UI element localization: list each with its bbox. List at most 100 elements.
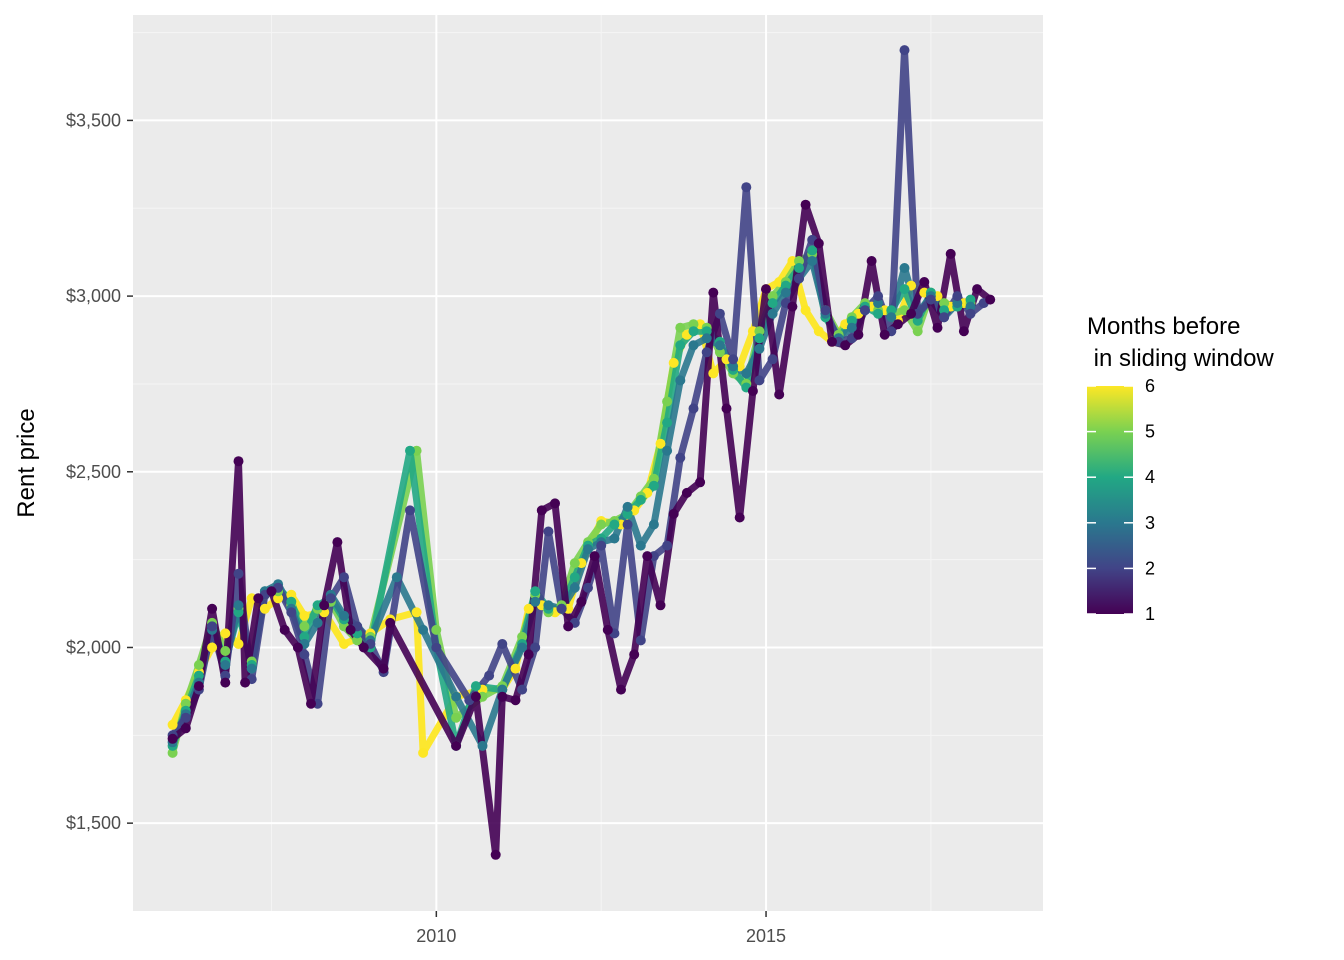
data-point-window-4 bbox=[899, 284, 910, 295]
data-point-window-4 bbox=[193, 670, 204, 681]
data-point-window-3 bbox=[312, 617, 323, 628]
data-point-window-5 bbox=[939, 298, 950, 309]
grid-lines bbox=[133, 15, 1043, 911]
data-point-window-2 bbox=[596, 540, 607, 551]
data-point-window-1 bbox=[945, 248, 956, 259]
data-point-window-6 bbox=[668, 357, 679, 368]
data-point-window-1 bbox=[253, 593, 264, 604]
data-point-window-4 bbox=[767, 298, 778, 309]
data-point-window-1 bbox=[497, 691, 508, 702]
data-point-window-5 bbox=[648, 473, 659, 484]
data-point-window-1 bbox=[866, 256, 877, 266]
data-point-window-4 bbox=[939, 305, 950, 316]
data-point-window-3 bbox=[635, 540, 646, 551]
data-point-window-1 bbox=[510, 695, 521, 706]
legend: Months before in sliding window 1 2 3 4 5 6 bbox=[1087, 313, 1274, 624]
data-point-window-2 bbox=[662, 540, 673, 551]
data-point-window-2 bbox=[873, 291, 884, 302]
data-point-window-1 bbox=[629, 649, 640, 660]
data-point-window-1 bbox=[345, 624, 356, 635]
data-point-window-2 bbox=[820, 305, 831, 316]
data-point-window-4 bbox=[405, 445, 415, 456]
data-point-window-3 bbox=[583, 544, 593, 555]
data-point-window-6 bbox=[523, 603, 534, 614]
data-point-window-5 bbox=[517, 631, 528, 642]
data-point-window-2 bbox=[286, 607, 297, 618]
data-point-window-1 bbox=[972, 284, 983, 295]
data-point-window-6 bbox=[800, 305, 811, 316]
plot-panel bbox=[133, 15, 1043, 911]
data-point-window-6 bbox=[299, 610, 310, 621]
data-point-window-2 bbox=[675, 452, 686, 463]
data-point-window-1 bbox=[813, 238, 824, 249]
data-point-window-6 bbox=[708, 368, 719, 379]
data-point-window-4 bbox=[886, 305, 897, 316]
data-point-window-1 bbox=[589, 551, 600, 562]
data-point-window-2 bbox=[556, 603, 567, 614]
data-point-window-3 bbox=[965, 301, 976, 312]
data-point-window-1 bbox=[958, 326, 969, 337]
data-point-window-1 bbox=[536, 505, 547, 516]
legend-title-line2: in sliding window bbox=[1087, 345, 1274, 372]
data-point-window-3 bbox=[754, 343, 765, 354]
colorbar bbox=[1087, 386, 1133, 614]
data-point-window-5 bbox=[167, 747, 178, 758]
data-point-window-4 bbox=[675, 340, 686, 351]
data-point-window-1 bbox=[787, 301, 798, 312]
data-point-window-1 bbox=[306, 698, 316, 709]
data-point-window-1 bbox=[668, 508, 679, 519]
data-point-window-4 bbox=[754, 333, 765, 344]
data-point-window-2 bbox=[180, 712, 191, 723]
data-point-window-6 bbox=[813, 326, 824, 337]
data-point-window-6 bbox=[655, 438, 666, 449]
data-point-window-1 bbox=[563, 621, 574, 632]
data-point-window-1 bbox=[879, 329, 890, 340]
data-point-window-3 bbox=[807, 256, 818, 266]
data-point-window-4 bbox=[873, 308, 884, 319]
data-point-window-4 bbox=[912, 315, 923, 326]
data-point-window-3 bbox=[339, 610, 349, 621]
data-point-window-2 bbox=[484, 670, 495, 681]
data-point-window-4 bbox=[622, 508, 633, 519]
data-point-window-1 bbox=[233, 456, 244, 467]
colorbar-tick-label: 2 bbox=[1145, 558, 1155, 578]
x-axis-ticks: 2010 2015 bbox=[416, 911, 786, 946]
data-point-window-2 bbox=[405, 505, 415, 516]
data-point-window-2 bbox=[794, 273, 804, 284]
data-point-window-2 bbox=[431, 642, 442, 653]
data-point-window-3 bbox=[451, 691, 462, 702]
data-point-window-4 bbox=[470, 681, 481, 692]
data-point-window-1 bbox=[220, 677, 231, 688]
data-point-window-3 bbox=[767, 308, 778, 319]
data-point-window-5 bbox=[193, 660, 204, 670]
data-point-window-1 bbox=[292, 642, 303, 653]
data-point-window-1 bbox=[800, 199, 811, 210]
colorbar-tick-label: 4 bbox=[1145, 467, 1155, 487]
data-point-window-2 bbox=[925, 294, 936, 305]
legend-title: Months before bbox=[1087, 313, 1240, 340]
data-point-window-1 bbox=[681, 487, 692, 498]
data-point-window-3 bbox=[391, 572, 402, 583]
data-point-window-1 bbox=[279, 624, 290, 635]
data-point-window-5 bbox=[794, 256, 804, 266]
data-point-window-6 bbox=[259, 603, 270, 614]
y-tick-label: $2,500 bbox=[66, 462, 121, 482]
data-point-window-2 bbox=[339, 572, 349, 583]
data-point-window-3 bbox=[648, 519, 659, 530]
data-point-window-1 bbox=[378, 663, 389, 674]
data-point-window-3 bbox=[609, 533, 620, 544]
data-point-window-1 bbox=[892, 319, 903, 330]
series-points bbox=[167, 45, 996, 860]
data-point-window-2 bbox=[899, 45, 910, 56]
data-point-window-3 bbox=[418, 624, 429, 635]
data-point-window-1 bbox=[642, 551, 653, 562]
x-tick-label: 2015 bbox=[746, 926, 786, 946]
data-point-window-1 bbox=[266, 586, 277, 597]
data-point-window-1 bbox=[207, 603, 218, 614]
data-point-window-1 bbox=[655, 600, 666, 611]
data-point-window-2 bbox=[939, 312, 950, 323]
data-point-window-3 bbox=[246, 663, 257, 674]
data-point-window-3 bbox=[899, 263, 910, 273]
data-point-window-1 bbox=[919, 277, 930, 287]
data-point-window-5 bbox=[220, 646, 231, 656]
